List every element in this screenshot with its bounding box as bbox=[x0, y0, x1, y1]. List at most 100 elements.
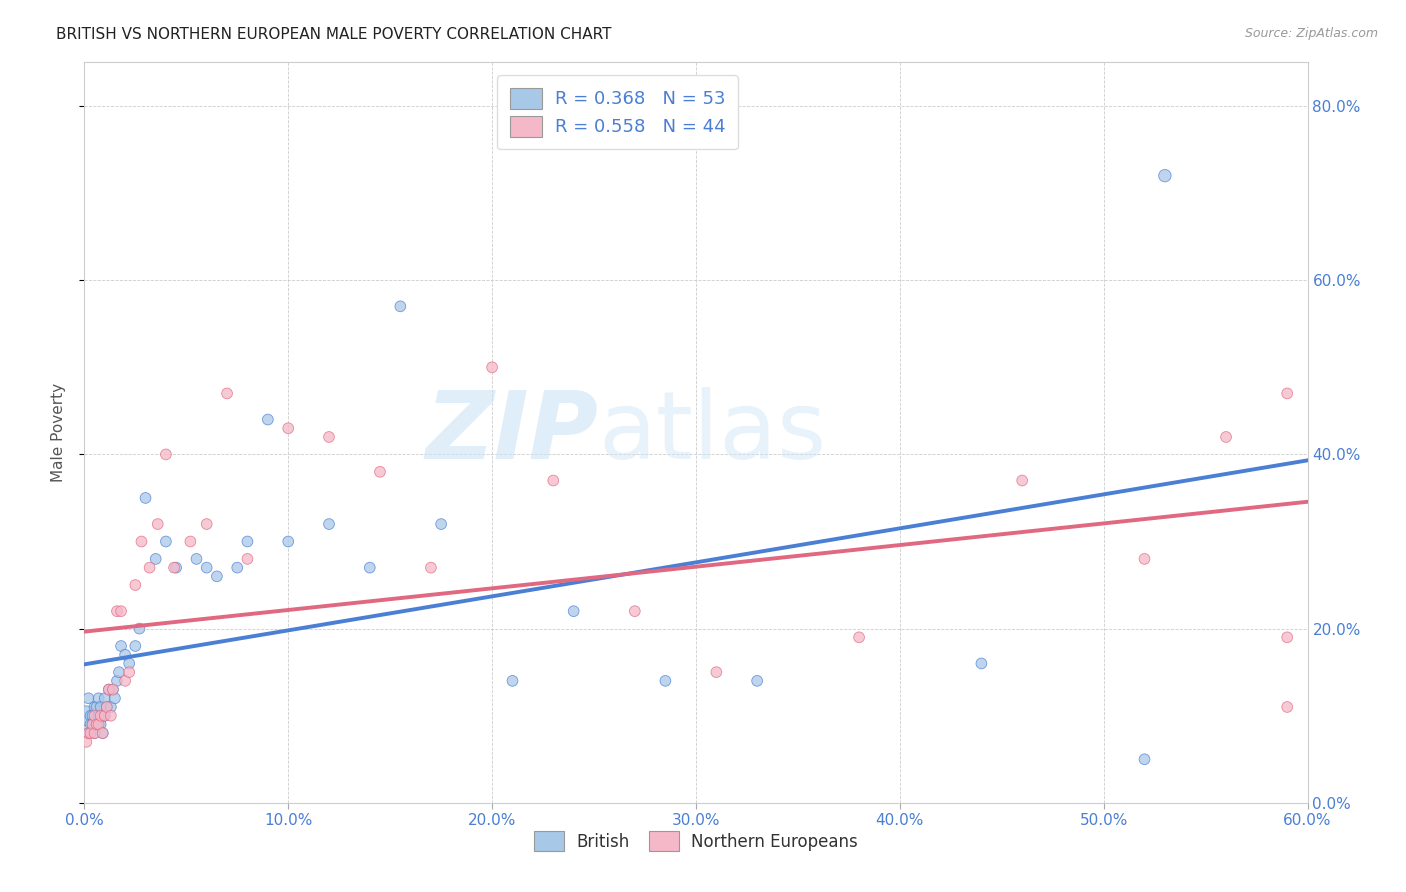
Point bbox=[195, 517, 218, 532]
Point bbox=[87, 717, 110, 731]
Point bbox=[93, 691, 115, 706]
Point bbox=[101, 682, 124, 697]
Point bbox=[83, 726, 105, 740]
Point bbox=[97, 682, 120, 697]
Point bbox=[257, 412, 280, 426]
Legend: British, Northern Europeans: British, Northern Europeans bbox=[527, 825, 865, 857]
Point bbox=[420, 560, 443, 574]
Point bbox=[100, 708, 122, 723]
Point bbox=[75, 735, 97, 749]
Point bbox=[83, 708, 105, 723]
Point bbox=[124, 578, 146, 592]
Point bbox=[110, 604, 132, 618]
Point bbox=[79, 726, 101, 740]
Point bbox=[138, 560, 160, 574]
Point bbox=[318, 430, 340, 444]
Point bbox=[86, 717, 108, 731]
Point bbox=[155, 534, 177, 549]
Point bbox=[90, 700, 112, 714]
Point bbox=[217, 386, 239, 401]
Point bbox=[79, 717, 101, 731]
Point bbox=[91, 726, 114, 740]
Point bbox=[114, 673, 136, 688]
Point bbox=[90, 708, 112, 723]
Point bbox=[543, 474, 565, 488]
Point bbox=[108, 665, 131, 680]
Point bbox=[146, 517, 169, 532]
Point bbox=[165, 560, 187, 574]
Point bbox=[83, 700, 105, 714]
Point bbox=[747, 673, 769, 688]
Point bbox=[77, 726, 100, 740]
Point bbox=[1133, 752, 1156, 766]
Text: BRITISH VS NORTHERN EUROPEAN MALE POVERTY CORRELATION CHART: BRITISH VS NORTHERN EUROPEAN MALE POVERT… bbox=[56, 27, 612, 42]
Point bbox=[104, 691, 127, 706]
Point bbox=[105, 673, 128, 688]
Point bbox=[236, 534, 259, 549]
Point bbox=[368, 465, 391, 479]
Point bbox=[1277, 700, 1299, 714]
Point bbox=[77, 726, 100, 740]
Point bbox=[970, 657, 993, 671]
Point bbox=[155, 447, 177, 461]
Point bbox=[848, 630, 870, 644]
Point bbox=[96, 700, 118, 714]
Point bbox=[502, 673, 524, 688]
Point bbox=[1277, 386, 1299, 401]
Point bbox=[101, 682, 124, 697]
Point bbox=[277, 421, 299, 435]
Point bbox=[145, 552, 167, 566]
Point bbox=[562, 604, 585, 618]
Point bbox=[318, 517, 340, 532]
Point bbox=[205, 569, 228, 583]
Point bbox=[118, 665, 141, 680]
Point bbox=[135, 491, 157, 505]
Point bbox=[277, 534, 299, 549]
Point bbox=[195, 560, 218, 574]
Point bbox=[236, 552, 259, 566]
Point bbox=[1133, 552, 1156, 566]
Point bbox=[105, 604, 128, 618]
Point bbox=[86, 717, 108, 731]
Point bbox=[91, 708, 114, 723]
Point bbox=[82, 708, 104, 723]
Point bbox=[1011, 474, 1033, 488]
Point bbox=[96, 700, 118, 714]
Text: ZIP: ZIP bbox=[425, 386, 598, 479]
Text: atlas: atlas bbox=[598, 386, 827, 479]
Point bbox=[93, 708, 115, 723]
Point bbox=[90, 717, 112, 731]
Point bbox=[86, 700, 108, 714]
Point bbox=[1215, 430, 1237, 444]
Point bbox=[131, 534, 153, 549]
Point bbox=[75, 708, 97, 723]
Point bbox=[389, 299, 412, 313]
Point bbox=[430, 517, 453, 532]
Point bbox=[359, 560, 381, 574]
Point bbox=[163, 560, 186, 574]
Y-axis label: Male Poverty: Male Poverty bbox=[51, 383, 66, 483]
Point bbox=[1277, 630, 1299, 644]
Point bbox=[82, 717, 104, 731]
Point bbox=[624, 604, 647, 618]
Point bbox=[114, 648, 136, 662]
Point bbox=[79, 708, 101, 723]
Point bbox=[77, 691, 100, 706]
Point bbox=[1154, 169, 1177, 183]
Point bbox=[654, 673, 676, 688]
Point bbox=[226, 560, 249, 574]
Point bbox=[110, 639, 132, 653]
Point bbox=[100, 700, 122, 714]
Point bbox=[91, 726, 114, 740]
Point bbox=[186, 552, 208, 566]
Point bbox=[706, 665, 728, 680]
Point bbox=[128, 622, 150, 636]
Point bbox=[118, 657, 141, 671]
Text: Source: ZipAtlas.com: Source: ZipAtlas.com bbox=[1244, 27, 1378, 40]
Point bbox=[93, 708, 115, 723]
Point bbox=[82, 717, 104, 731]
Point bbox=[87, 691, 110, 706]
Point bbox=[481, 360, 503, 375]
Point bbox=[97, 682, 120, 697]
Point bbox=[87, 708, 110, 723]
